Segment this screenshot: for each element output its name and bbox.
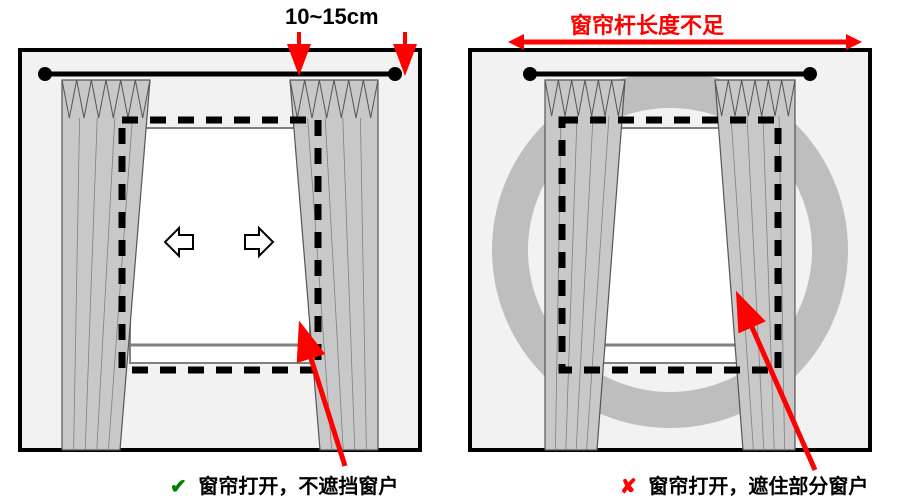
caption-wrong: ✘ 窗帘打开，遮住部分窗户	[620, 470, 868, 499]
diagram-root: 10~15cm 窗帘杆长度不足 ✔ 窗帘打开，不遮挡窗户 ✘ 窗帘打开，遮住部分…	[0, 0, 900, 500]
cross-icon: ✘	[620, 476, 637, 498]
check-icon: ✔	[170, 476, 187, 498]
diagram-svg	[0, 0, 900, 500]
rod-short-label: 窗帘杆长度不足	[570, 8, 724, 40]
caption-wrong-text: 窗帘打开，遮住部分窗户	[648, 476, 868, 498]
caption-correct-text: 窗帘打开，不遮挡窗户	[198, 476, 398, 498]
dimension-label: 10~15cm	[285, 4, 379, 30]
caption-correct: ✔ 窗帘打开，不遮挡窗户	[170, 470, 398, 499]
